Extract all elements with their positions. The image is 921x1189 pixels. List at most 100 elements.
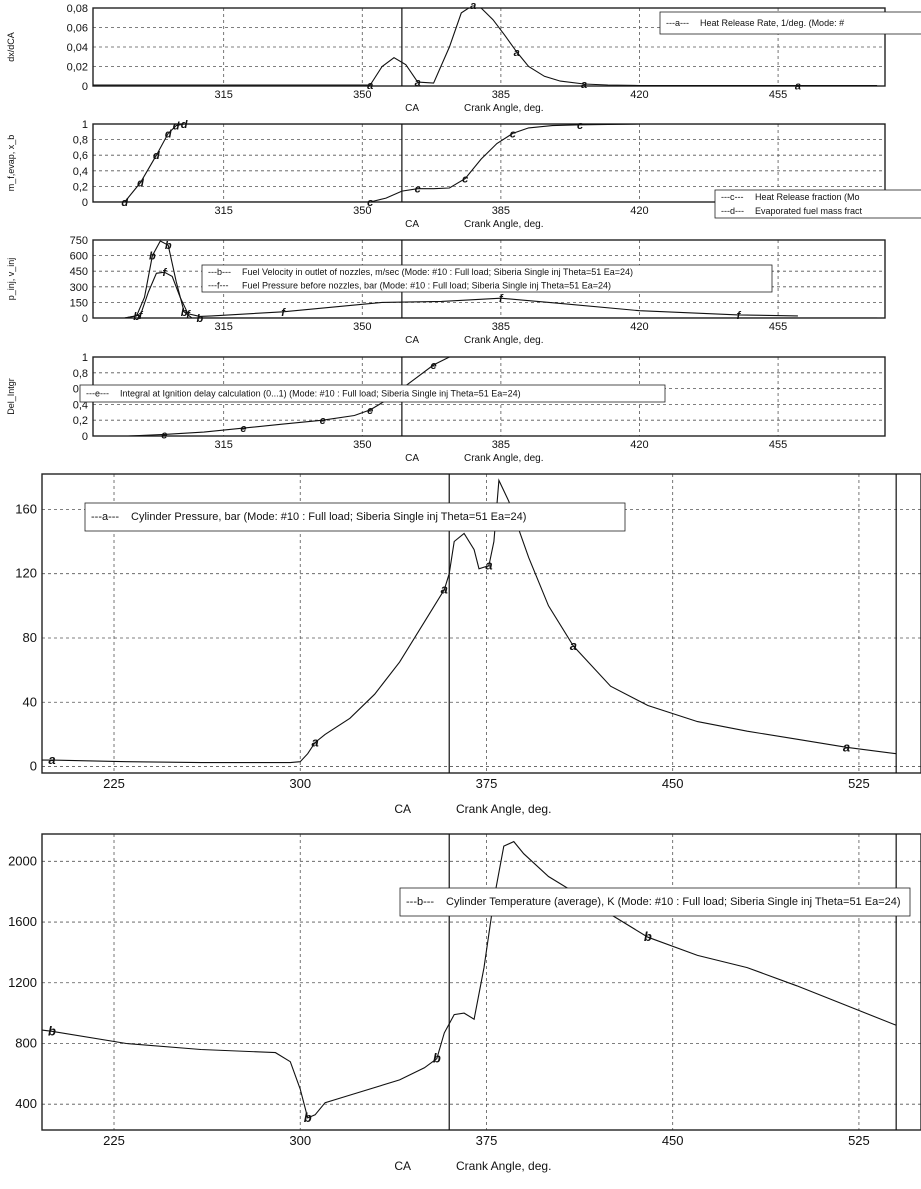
x-axis-caption: CA [405,103,419,114]
y-axis-label: p_inj, v_inj [6,258,16,301]
x-axis-label: Crank Angle, deg. [464,335,544,346]
legend-entry: Cylinder Temperature (average), K (Mode:… [446,896,901,908]
legend: ---a--- Heat Release Rate, 1/deg. (Mode: … [659,11,921,35]
x-axis-label: Crank Angle, deg. [464,453,544,464]
x-axis-label: Crank Angle, deg. [456,802,551,816]
x-axis-label: Crank Angle, deg. [456,1159,551,1173]
y-tick-label: 800 [15,1035,37,1050]
series-marker-a: a [312,734,319,749]
legend-box [399,887,911,917]
y-tick-label: 0,8 [73,368,88,380]
x-tick-label: 350 [353,321,371,333]
series-marker-d: d [137,178,144,190]
series-line-c [93,124,878,202]
y-tick-label: 0 [82,431,88,443]
series-marker-c: c [367,197,373,209]
y-tick-label: 0,2 [73,415,88,427]
series-marker-d: d [181,119,188,131]
series-marker-b: b [644,929,652,944]
legend-entry: Cylinder Pressure, bar (Mode: #10 : Full… [131,511,526,523]
x-axis-caption: CA [394,1159,411,1173]
y-tick-label: 0,04 [67,42,88,54]
x-tick-label: 450 [662,776,684,791]
legend-marker: ---d--- [721,206,744,216]
x-tick-label: 525 [848,776,870,791]
y-tick-label: 0 [82,81,88,93]
y-tick-label: 0,6 [73,150,88,162]
series-marker-b: b [197,313,204,325]
legend-entry: Fuel Velocity in outlet of nozzles, m/se… [242,267,633,277]
y-tick-label: 150 [70,297,88,309]
series-marker-c: c [510,128,516,140]
series-marker-a: a [570,638,577,653]
legend-box [84,502,626,532]
y-tick-label: 2000 [8,853,37,868]
series-marker-a: a [441,582,448,597]
x-tick-label: 225 [103,776,125,791]
legend-marker: ---e--- [86,389,109,399]
legend-marker: ---a--- [91,511,119,523]
legend-entry: Integral at Ignition delay calculation (… [120,389,521,399]
series-marker-a: a [514,47,520,59]
x-axis-label: Crank Angle, deg. [464,219,544,230]
y-tick-label: 0 [82,197,88,209]
y-tick-label: 1 [82,119,88,131]
y-tick-label: 1200 [8,975,37,990]
series-marker-a: a [581,79,587,91]
x-tick-label: 300 [289,776,311,791]
x-tick-label: 420 [630,439,648,451]
series-marker-a: a [843,739,850,754]
x-axis-label: Crank Angle, deg. [464,103,544,114]
x-tick-label: 455 [769,89,787,101]
legend: ---a--- Cylinder Pressure, bar (Mode: #10… [84,502,626,532]
legend-marker: ---a--- [666,18,689,28]
x-tick-label: 350 [353,89,371,101]
legend: ---c--- Heat Release fraction (Mo ---d--- E… [714,189,921,219]
y-axis-label: Del_Intgr [6,378,16,415]
x-axis-caption: CA [405,219,419,230]
legend-box [714,189,921,219]
series-marker-b: b [181,307,188,319]
x-tick-label: 350 [353,439,371,451]
legend-box [659,11,921,35]
series-marker-f: f [499,293,504,305]
x-tick-label: 315 [215,321,233,333]
series-marker-b: b [165,240,172,252]
x-tick-label: 385 [492,439,510,451]
y-tick-label: 0,02 [67,62,88,74]
y-tick-label: 160 [15,501,37,516]
series-marker-e: e [430,360,436,372]
series-marker-d: d [173,121,180,133]
y-tick-label: 750 [70,235,88,247]
x-tick-label: 420 [630,205,648,217]
series-marker-c: c [577,120,583,132]
series-line-b [42,840,897,1119]
series-line-f [124,271,798,318]
x-tick-label: 455 [769,439,787,451]
legend-entry: Heat Release Rate, 1/deg. (Mode: # [700,18,844,28]
x-tick-label: 450 [662,1133,684,1148]
x-axis-caption: CA [405,335,419,346]
series-line-b [124,240,878,318]
y-tick-label: 120 [15,566,37,581]
x-axis-caption: CA [394,802,411,816]
series-marker-e: e [161,429,167,441]
y-tick-label: 0,4 [73,166,88,178]
series-marker-e: e [240,423,246,435]
series-marker-c: c [415,184,421,196]
y-tick-label: 0,2 [73,181,88,193]
x-tick-label: 315 [215,205,233,217]
x-tick-label: 350 [353,205,371,217]
y-tick-label: 40 [23,694,37,709]
chart-panel-5: 225 300 375 450 525 0 40 80 120 160 CA Crank Angle,… [15,473,921,816]
series-marker-d: d [165,128,172,140]
y-tick-label: 80 [23,630,37,645]
series-marker-b: b [48,1023,56,1038]
series-marker-a: a [485,558,492,573]
series-marker-b: b [133,311,140,323]
series-marker-d: d [121,197,128,209]
legend: ---b--- Cylinder Temperature (average), K… [399,887,911,917]
y-axis-label: m_f,evap, x_b [6,135,16,192]
